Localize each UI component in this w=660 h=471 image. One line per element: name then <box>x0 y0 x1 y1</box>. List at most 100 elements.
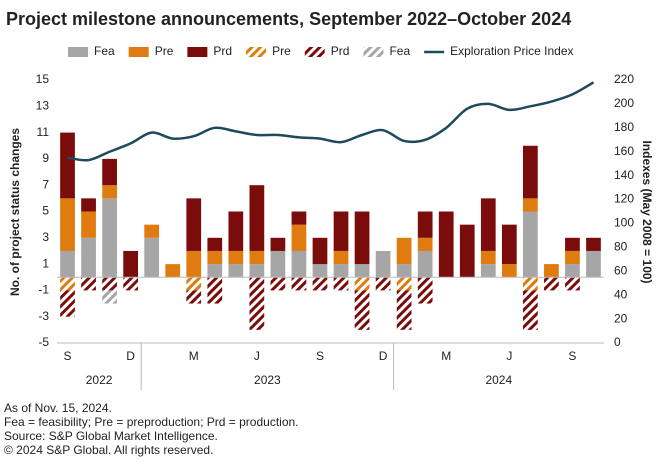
y-tick-label: -3 <box>38 309 49 323</box>
bar-segment <box>81 211 96 238</box>
y2-tick-label: 80 <box>614 240 628 254</box>
bar-segment <box>228 250 244 265</box>
bar-segment <box>417 250 433 278</box>
bar-segment <box>207 264 223 278</box>
y-tick-label: 5 <box>42 204 49 218</box>
bar-segment <box>81 277 96 291</box>
bar-segment <box>123 277 138 291</box>
bar-segment <box>60 290 75 317</box>
bar-segment <box>375 277 391 291</box>
bar-segment <box>417 211 433 238</box>
bar-segment <box>333 277 349 291</box>
bar-segment <box>186 277 202 291</box>
bar-segment <box>249 185 265 251</box>
bar-segment <box>60 250 75 278</box>
bar-segment <box>333 264 349 278</box>
y-tick-label: 13 <box>36 98 50 112</box>
bar-segment <box>396 277 412 291</box>
legend-label: Prd <box>331 44 350 58</box>
y2-tick-label: 40 <box>614 287 628 301</box>
x-tick-label: M <box>189 349 199 363</box>
y-tick-label: 15 <box>36 72 50 86</box>
y-tick-label: 7 <box>42 177 49 191</box>
bar-segment <box>102 198 117 278</box>
index-line <box>67 81 595 162</box>
bar-segment <box>312 277 328 291</box>
legend-swatch <box>246 47 267 57</box>
y2-tick-label: 160 <box>614 144 634 158</box>
legend-label: Pre <box>272 44 291 58</box>
bar-segment <box>312 237 328 265</box>
bar-segment <box>270 237 286 251</box>
bar-segment <box>544 264 559 278</box>
year-label: 2022 <box>86 373 113 387</box>
bar-segment <box>207 277 223 304</box>
bar-segment <box>144 224 160 238</box>
bar-segment <box>417 237 433 251</box>
legend-label: Fea <box>389 44 410 58</box>
x-tick-label: M <box>441 349 451 363</box>
bar-segment <box>396 290 412 330</box>
y2-axis-label: Indexes (May 2008 = 100) <box>640 140 654 283</box>
bar-segment <box>228 211 244 251</box>
bar-segment <box>459 224 475 278</box>
y2-tick-label: 0 <box>614 335 621 349</box>
y-tick-label: 9 <box>42 151 49 165</box>
y-tick-label: 11 <box>37 125 50 139</box>
bar-segment <box>102 290 117 304</box>
bar-segment <box>501 224 517 265</box>
bar-segment <box>186 290 202 304</box>
bar-segment <box>102 277 117 291</box>
y2-tick-label: 220 <box>614 72 634 86</box>
bar-segment <box>81 198 96 212</box>
bar-segment <box>165 264 181 278</box>
y2-tick-label: 180 <box>614 120 634 134</box>
bar-segment <box>102 185 117 199</box>
legend-swatch <box>128 47 149 57</box>
legend-swatch <box>304 47 325 57</box>
note: Fea = feasibility; Pre = preproduction; … <box>4 415 299 429</box>
bar-segment <box>312 264 328 278</box>
y-tick-label: -1 <box>38 283 49 297</box>
bar-segment <box>544 277 559 291</box>
bar-segment <box>291 211 307 225</box>
bar-segment <box>480 264 496 278</box>
legend-label: Fea <box>94 44 115 58</box>
y2-tick-label: 200 <box>614 96 634 110</box>
bar-segment <box>565 250 580 265</box>
bar-segment <box>501 264 517 278</box>
y2-tick-label: 100 <box>614 216 634 230</box>
bar-segment <box>144 237 160 278</box>
bar-segment <box>270 277 286 291</box>
bar-segment <box>480 250 496 265</box>
bar-segment <box>249 250 265 265</box>
bar-segment <box>565 237 580 251</box>
bar-segment <box>354 211 370 265</box>
legend-swatch <box>363 47 384 57</box>
x-tick-label: J <box>506 349 512 363</box>
legend-label: Pre <box>155 44 174 58</box>
legend-label: Exploration Price Index <box>450 44 573 58</box>
x-tick-label: D <box>126 349 135 363</box>
bar-segment <box>354 264 370 278</box>
bar-segment <box>60 198 75 251</box>
bar-segment <box>523 290 538 330</box>
legend-label: Prd <box>213 44 232 58</box>
bar-segment <box>186 198 202 251</box>
bar-segment <box>396 264 412 278</box>
legend-swatch <box>187 47 208 57</box>
note: As of Nov. 15, 2024. <box>4 401 112 415</box>
y2-tick-label: 140 <box>614 168 634 182</box>
bar-segment <box>102 158 117 186</box>
bar-segment <box>333 250 349 265</box>
bar-segment <box>523 211 538 278</box>
bar-segment <box>354 277 370 291</box>
bar-segment <box>291 277 307 291</box>
y-tick-label: 3 <box>42 230 49 244</box>
bar-segment <box>186 250 202 278</box>
bar-segment <box>565 277 580 291</box>
note: © 2024 S&P Global. All rights reserved. <box>4 443 213 457</box>
y2-tick-label: 60 <box>614 263 628 277</box>
bar-segment <box>81 237 96 278</box>
